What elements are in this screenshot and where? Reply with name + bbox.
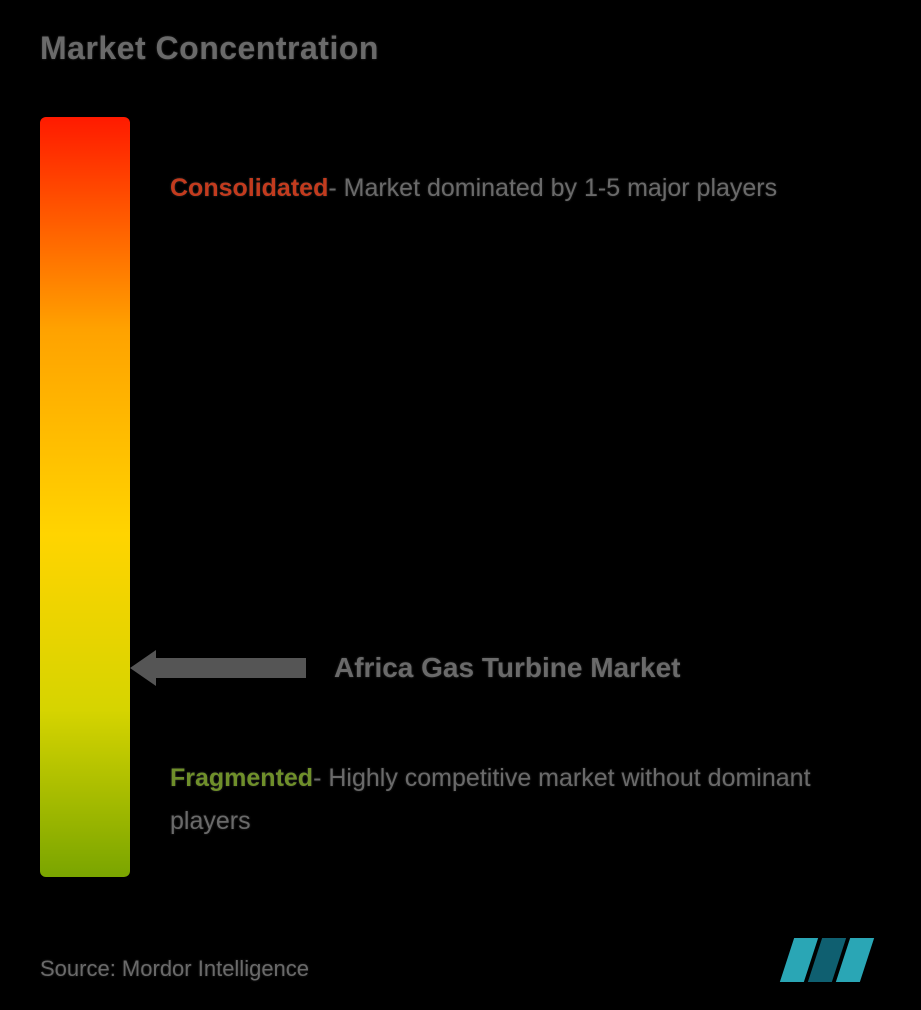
concentration-chart: Consolidated- Market dominated by 1-5 ma…	[40, 117, 881, 877]
labels-column: Consolidated- Market dominated by 1-5 ma…	[130, 117, 881, 877]
arrow-head	[130, 650, 156, 686]
arrow-icon	[130, 653, 310, 683]
fragmented-label: Fragmented- Highly competitive market wi…	[170, 757, 861, 842]
scale-column	[40, 117, 130, 877]
source-footer: Source: Mordor Intelligence	[40, 956, 309, 982]
market-name-label: Africa Gas Turbine Market	[334, 652, 680, 684]
consolidated-label: Consolidated- Market dominated by 1-5 ma…	[170, 172, 777, 205]
brand-logo	[787, 938, 877, 982]
market-pointer: Africa Gas Turbine Market	[130, 652, 680, 684]
fragmented-strong: Fragmented	[170, 764, 313, 792]
page-title: Market Concentration	[40, 30, 881, 67]
consolidated-strong: Consolidated	[170, 174, 328, 202]
gradient-scale-bar	[40, 117, 130, 877]
consolidated-desc: - Market dominated by 1-5 major players	[328, 174, 777, 202]
arrow-shaft	[156, 658, 306, 678]
